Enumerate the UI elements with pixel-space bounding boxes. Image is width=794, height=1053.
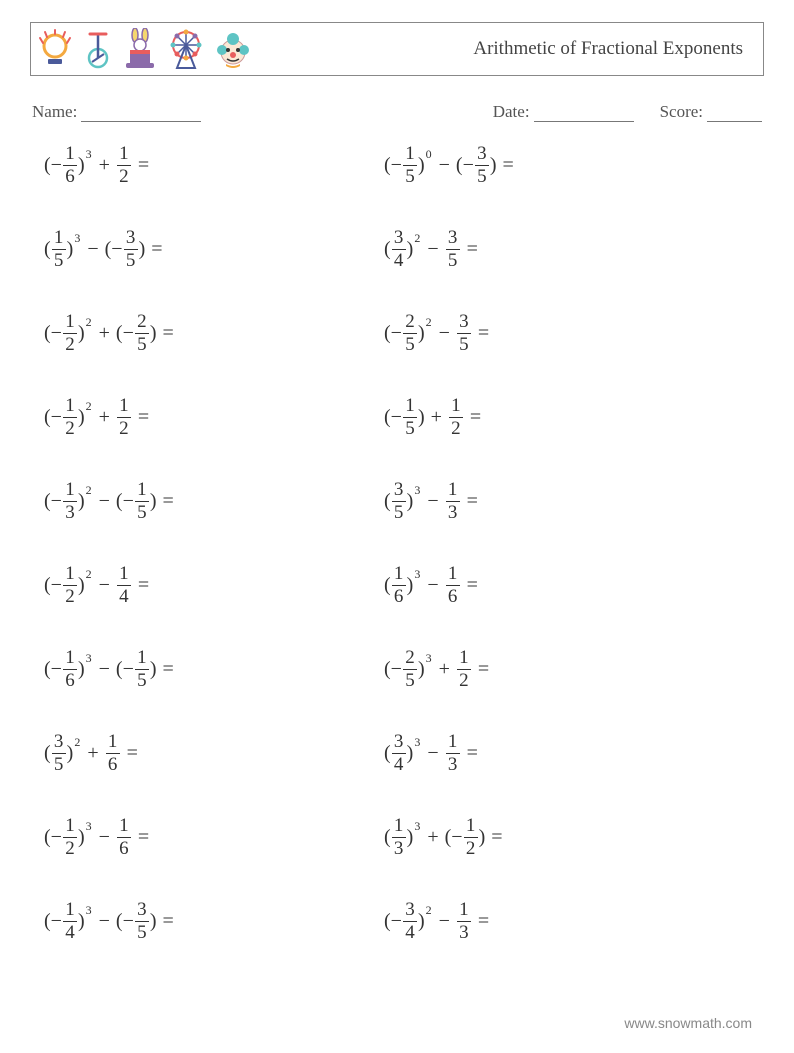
worksheet-page: Arithmetic of Fractional Exponents Name:… xyxy=(0,0,794,1053)
problem-14: (−25)3+12= xyxy=(384,644,754,694)
decorative-icon-row xyxy=(37,28,251,70)
problem-1: (−16)3+12= xyxy=(44,140,384,190)
problem-2: (−15)0−(−35)= xyxy=(384,140,754,190)
header-box: Arithmetic of Fractional Exponents xyxy=(30,22,764,76)
problem-8: (−15)+12= xyxy=(384,392,754,442)
date-label: Date: xyxy=(493,102,530,122)
magic-hat-icon xyxy=(123,28,157,70)
problem-12: (16)3−16= xyxy=(384,560,754,610)
problem-18: (13)3+(−12)= xyxy=(384,812,754,862)
worksheet-title: Arithmetic of Fractional Exponents xyxy=(473,38,749,60)
name-label: Name: xyxy=(32,102,77,122)
problem-11: (−12)2−14= xyxy=(44,560,384,610)
problems-grid: (−16)3+12=(−15)0−(−35)=(15)3−(−35)=(34)2… xyxy=(44,140,754,946)
problem-20: (−34)2−13= xyxy=(384,896,754,946)
ferris-wheel-icon xyxy=(167,28,205,70)
problem-10: (35)3−13= xyxy=(384,476,754,526)
problem-5: (−12)2+(−25)= xyxy=(44,308,384,358)
problem-4: (34)2−35= xyxy=(384,224,754,274)
problem-6: (−25)2−35= xyxy=(384,308,754,358)
problem-19: (−14)3−(−35)= xyxy=(44,896,384,946)
meta-line: Name: Date: Score: xyxy=(32,102,762,122)
ring-icon xyxy=(37,29,73,69)
unicycle-icon xyxy=(83,28,113,70)
name-blank[interactable] xyxy=(81,103,201,122)
footer-credit: www.snowmath.com xyxy=(624,1015,752,1031)
clown-icon xyxy=(215,28,251,70)
problem-16: (34)3−13= xyxy=(384,728,754,778)
problem-3: (15)3−(−35)= xyxy=(44,224,384,274)
date-blank[interactable] xyxy=(534,103,634,122)
problem-9: (−13)2−(−15)= xyxy=(44,476,384,526)
score-blank[interactable] xyxy=(707,103,762,122)
problem-17: (−12)3−16= xyxy=(44,812,384,862)
problem-13: (−16)3−(−15)= xyxy=(44,644,384,694)
score-label: Score: xyxy=(660,102,703,122)
problem-15: (35)2+16= xyxy=(44,728,384,778)
problem-7: (−12)2+12= xyxy=(44,392,384,442)
